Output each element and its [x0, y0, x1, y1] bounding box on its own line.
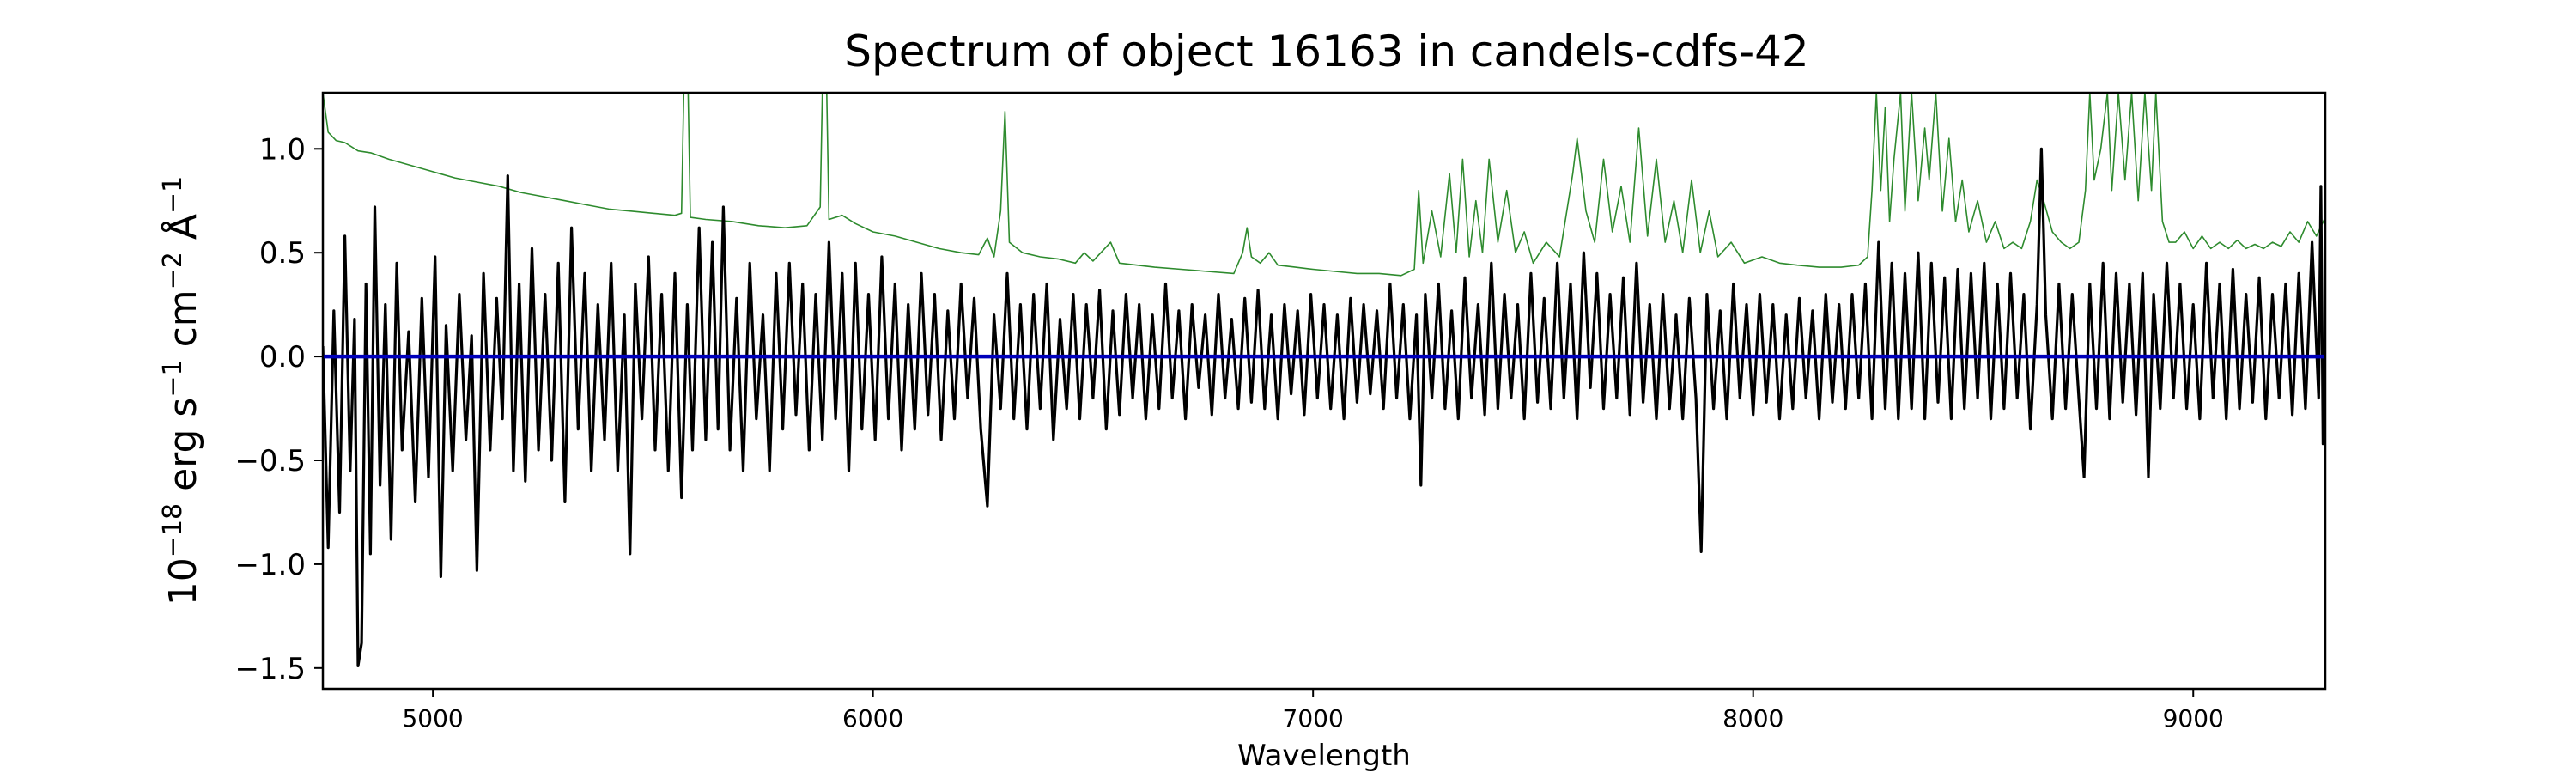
y-tick-label: −1.5 [234, 652, 306, 686]
x-tick-label: 6000 [842, 704, 903, 733]
y-tick-label: 1.0 [259, 132, 306, 167]
x-axis: 5000 6000 7000 8000 9000 [402, 689, 2224, 733]
x-tick-label: 9000 [2163, 704, 2224, 733]
y-axis: −1.5 −1.0 −0.5 0.0 0.5 1.0 [234, 132, 323, 686]
x-tick-label: 8000 [1722, 704, 1783, 733]
y-tick-label: 0.5 [259, 236, 306, 271]
y-label-base: 10 [161, 557, 205, 606]
x-axis-label: Wavelength [1237, 739, 1411, 773]
y-label-cm: cm [161, 289, 205, 359]
y-label-exp3: −2 [158, 252, 188, 289]
y-axis-label: 10−18 erg s−1 cm−2 Å−1 [158, 176, 206, 606]
plot-frame [321, 91, 2327, 691]
y-label-erg: erg s [161, 398, 205, 503]
y-tick-label: 0.0 [259, 340, 306, 374]
y-tick-label: −1.0 [234, 548, 306, 582]
plot-area [321, 91, 2327, 691]
y-label-exp4: −1 [158, 176, 188, 214]
series-layer [323, 93, 2325, 667]
y-tick-label: −0.5 [234, 444, 306, 478]
error-series-line [323, 93, 2325, 277]
flux-series-line [323, 147, 2325, 667]
y-label-ang: Å [160, 214, 205, 252]
y-label-exp1: −18 [158, 503, 188, 557]
x-tick-label: 7000 [1283, 704, 1344, 733]
y-label-exp2: −1 [158, 359, 188, 397]
chart-title: Spectrum of object 16163 in candels-cdfs… [844, 27, 1809, 76]
x-tick-label: 5000 [402, 704, 463, 733]
